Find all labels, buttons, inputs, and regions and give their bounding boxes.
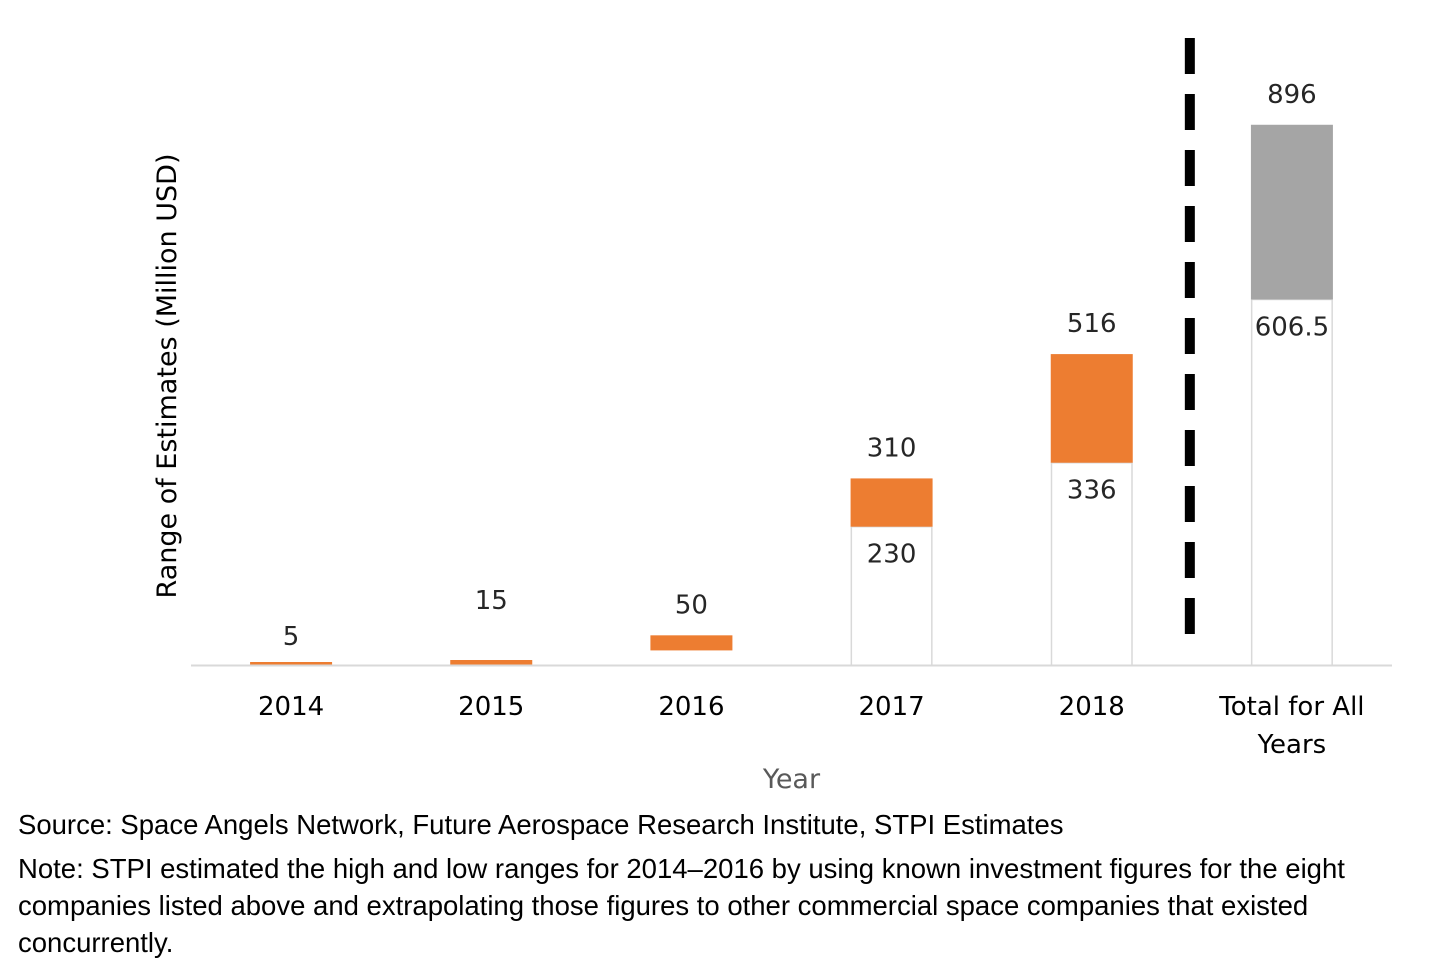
x-tick-label: Years [1257,730,1327,760]
bar-high-label: 310 [867,433,917,463]
bar-high-label: 50 [675,590,708,620]
x-tick-labels: 2014 2015 2016 2017 2018 Total for All Years [258,692,1365,760]
bar-range [850,478,933,527]
bar-high-label: 896 [1267,80,1317,110]
bar-high-label: 15 [475,586,508,616]
y-axis-title: Range of Estimates (Million USD) [152,154,183,599]
x-tick-label: Total for All [1218,692,1364,722]
bar-range [650,635,733,651]
footnotes: Source: Space Angels Network, Future Aer… [18,806,1443,961]
bar-low-label: 336 [1067,476,1117,506]
bar-high-label: 516 [1067,309,1117,339]
bar-base-outline [1050,461,1133,667]
bar-base-outline [1250,298,1333,667]
bar-range [450,660,533,665]
bar-base-outline [850,525,933,667]
bar-range [1250,124,1333,300]
x-tick-label: 2015 [458,692,524,722]
bar-high-label: 5 [283,622,300,652]
bar-low-label: 606.5 [1255,312,1329,342]
bar-low-label: 230 [867,540,917,570]
x-axis-title: Year [762,764,821,795]
bars-layer [250,124,1333,667]
data-labels-layer: 5 15 50 310 230 516 336 896 606.5 [283,80,1329,652]
x-tick-label: 2016 [658,692,724,722]
source-note: Source: Space Angels Network, Future Aer… [18,809,1064,840]
bar-range [1050,354,1133,463]
bar-range [250,662,333,665]
methodology-note: Note: STPI estimated the high and low ra… [18,853,1345,958]
x-tick-label: 2014 [258,692,324,722]
x-tick-label: 2017 [858,692,924,722]
x-tick-label: 2018 [1059,692,1125,722]
